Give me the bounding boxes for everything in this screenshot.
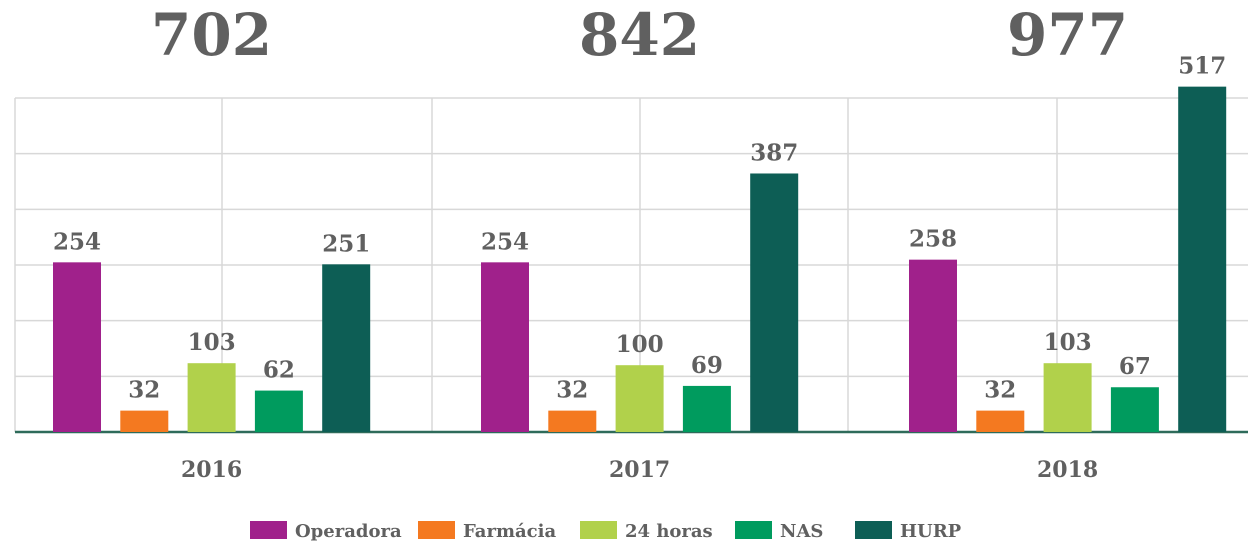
bar xyxy=(682,385,731,432)
legend-label: Farmácia xyxy=(463,521,556,542)
x-tick-label: 2018 xyxy=(1037,457,1098,483)
value-label: 32 xyxy=(556,377,588,404)
bar xyxy=(548,410,597,432)
bar xyxy=(120,410,169,432)
value-label: 251 xyxy=(322,230,370,257)
bar xyxy=(1178,86,1227,433)
value-label: 100 xyxy=(616,331,664,358)
value-label: 258 xyxy=(909,226,957,253)
bar xyxy=(322,264,371,432)
group-total: 842 xyxy=(579,1,700,69)
value-label: 103 xyxy=(188,329,236,356)
value-label: 62 xyxy=(263,357,295,384)
value-label: 517 xyxy=(1178,53,1226,80)
bar xyxy=(53,262,101,432)
legend-label: Operadora xyxy=(295,521,402,542)
bar xyxy=(976,410,1025,432)
legend-label: HURP xyxy=(900,521,962,542)
value-label: 69 xyxy=(691,352,723,379)
bar xyxy=(1043,363,1092,432)
bar xyxy=(909,259,957,432)
legend-swatch xyxy=(580,521,617,539)
value-label: 103 xyxy=(1044,329,1092,356)
legend-swatch xyxy=(855,521,892,539)
value-label: 387 xyxy=(750,139,798,166)
bar xyxy=(187,363,236,432)
value-label: 254 xyxy=(481,228,529,255)
bar xyxy=(1110,387,1159,432)
group-total: 977 xyxy=(1007,1,1128,69)
value-label: 32 xyxy=(128,377,160,404)
bar xyxy=(615,365,664,432)
legend-swatch xyxy=(418,521,455,539)
bar xyxy=(750,173,799,432)
legend-swatch xyxy=(735,521,772,539)
value-label: 67 xyxy=(1119,353,1151,380)
bar xyxy=(481,262,529,432)
legend-swatch xyxy=(250,521,287,539)
x-tick-label: 2017 xyxy=(609,457,670,483)
legend-label: 24 horas xyxy=(625,521,713,542)
x-tick-label: 2016 xyxy=(181,457,242,483)
legend-label: NAS xyxy=(780,521,823,542)
value-label: 254 xyxy=(53,228,101,255)
group-total: 702 xyxy=(151,1,272,69)
value-label: 32 xyxy=(984,377,1016,404)
bar xyxy=(254,390,303,432)
